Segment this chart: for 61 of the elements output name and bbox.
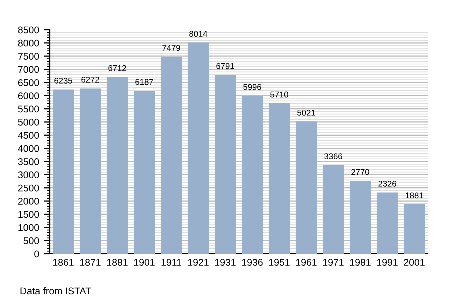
data-label: 3366 [324,154,342,160]
y-tick-label: 6000 [18,92,40,100]
bar [404,204,426,254]
y-tick-label: 5500 [18,106,40,113]
y-tick-label: 2500 [18,184,40,192]
x-tick-label: 1991 [377,259,398,266]
x-tick-label: 1971 [323,259,344,266]
data-label: 6272 [82,77,100,83]
data-label: 5021 [298,110,316,116]
data-label: 7479 [162,45,180,52]
bar [350,181,372,254]
bar [106,77,128,254]
bar [322,165,344,254]
data-label: 2770 [352,169,370,176]
data-label: 6712 [108,65,126,72]
x-tick-label: 1871 [80,259,101,266]
bar [296,122,318,254]
y-tick-label: 1000 [18,224,40,232]
x-tick-label: 1981 [350,259,371,266]
data-label: 8014 [190,31,208,37]
y-tick-label: 500 [24,238,40,244]
x-tick-label: 1961 [296,259,317,266]
data-label: 5710 [270,92,288,98]
x-tick-label: 1921 [188,259,209,266]
x-tick-label: 1931 [215,259,236,266]
y-tick-label: 3000 [18,172,40,179]
bar [188,42,210,254]
x-tick-label: 1951 [269,259,290,266]
x-tick-label: 1861 [53,259,74,266]
data-label: 5996 [244,84,262,90]
y-tick-label: 4000 [18,145,40,152]
y-tick-label: 2000 [18,198,40,205]
y-tick-label: 8000 [18,40,40,47]
data-label: 6235 [54,78,72,84]
y-tick-label: 7500 [18,53,40,60]
data-label: 6187 [136,79,154,86]
y-tick-label: 6500 [18,79,40,86]
x-tick-label: 2001 [404,259,425,266]
y-tick-label: 4500 [18,132,40,140]
x-tick-label: 1911 [162,259,182,266]
bar [376,192,398,254]
y-tick-label: 5000 [18,118,40,126]
bar [214,75,236,254]
bar [134,90,156,254]
x-tick-label: 1881 [107,259,128,266]
y-tick-label: 7000 [18,66,40,74]
data-label: 1881 [406,192,424,199]
data-label: 2326 [378,180,396,187]
bar [242,96,264,254]
data-label: 6791 [216,63,234,70]
bar [80,88,102,254]
bar [160,56,182,254]
y-tick-label: 8500 [18,26,40,34]
y-tick-label: 0 [34,250,40,258]
text: Data from ISTAT [20,287,92,295]
x-tick-label: 1936 [242,259,263,266]
x-tick-label: 1901 [134,259,155,266]
y-tick-label: 3500 [18,158,40,166]
bar [268,104,290,254]
y-tick-label: 1500 [18,211,40,218]
bar [52,90,74,254]
